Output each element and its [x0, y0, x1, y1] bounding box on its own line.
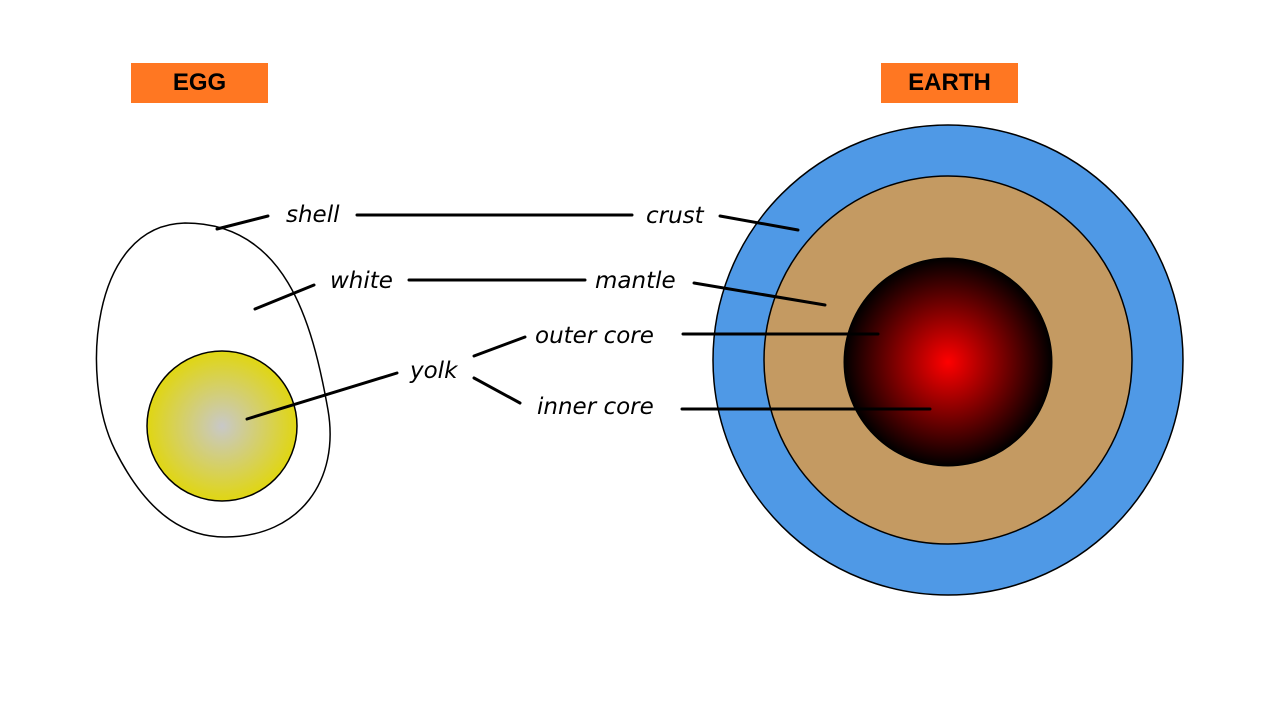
- mantle-pointer-line: [692, 281, 827, 307]
- label-mantle: mantle: [595, 268, 676, 294]
- label-inner-core: inner core: [537, 394, 654, 420]
- shell-pointer-line: [215, 214, 270, 231]
- crust-pointer-line: [718, 214, 800, 232]
- egg-yolk: [146, 350, 298, 502]
- yolk-outer-core-branch: [472, 335, 527, 358]
- label-white: white: [330, 268, 393, 294]
- white-pointer-line: [253, 283, 316, 311]
- earth-title: EARTH: [881, 63, 1018, 103]
- yolk-inner-core-branch: [472, 376, 522, 405]
- label-outer-core: outer core: [535, 323, 654, 349]
- earth-core: [843, 257, 1053, 467]
- label-crust: crust: [646, 203, 705, 229]
- yolk-pointer-line: [245, 371, 399, 421]
- label-shell: shell: [286, 202, 340, 228]
- egg-title: EGG: [131, 63, 268, 103]
- label-yolk: yolk: [409, 358, 459, 384]
